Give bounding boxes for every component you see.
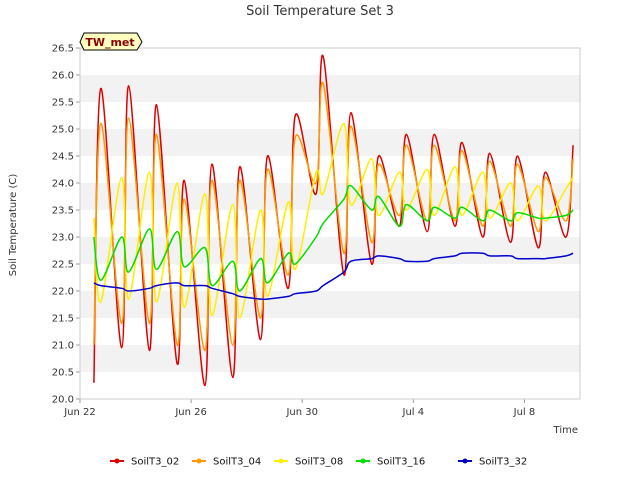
plot-band xyxy=(80,291,580,318)
legend-label: SoilT3_16 xyxy=(377,457,425,468)
x-tick-label: Jul 4 xyxy=(402,407,425,418)
plot-band xyxy=(80,48,580,75)
plot-band xyxy=(80,183,580,210)
station-badge: TW_met xyxy=(79,32,143,51)
chart-title: Soil Temperature Set 3 xyxy=(246,4,394,19)
plot-band xyxy=(80,318,580,345)
y-tick-label: 24.5 xyxy=(52,152,74,163)
badge-shape xyxy=(79,32,143,51)
legend-label: SoilT3_02 xyxy=(131,457,179,468)
y-tick-label: 26.0 xyxy=(52,71,74,82)
y-axis-ticks: 20.0 20.5 21.0 21.5 22.0 22.5 23.0 23.5 24.0 24.5… xyxy=(52,44,80,406)
badge-label: TW_met xyxy=(85,36,134,49)
legend: SoilT3_02 SoilT3_04 SoilT3_08 SoilT3_16 Soil… xyxy=(110,457,527,468)
legend-marker xyxy=(360,458,366,464)
plot-band xyxy=(80,345,580,372)
legend-label: SoilT3_32 xyxy=(479,457,527,468)
y-tick-label: 24.0 xyxy=(52,179,74,190)
legend-marker xyxy=(196,458,202,464)
x-tick-label: Jun 30 xyxy=(285,407,318,418)
legend-label: SoilT3_04 xyxy=(213,457,261,468)
series-line-soilt3_04 xyxy=(93,81,574,352)
plot-band xyxy=(80,237,580,264)
series-line-soilt3_32 xyxy=(93,252,574,301)
y-tick-label: 25.0 xyxy=(52,125,74,136)
legend-marker xyxy=(462,458,468,464)
y-tick-label: 23.5 xyxy=(52,206,74,217)
legend-marker xyxy=(114,458,120,464)
y-tick-label: 20.5 xyxy=(52,368,74,379)
series-line-soilt3_16 xyxy=(93,184,574,292)
y-tick-label: 21.0 xyxy=(52,341,74,352)
plot-band xyxy=(80,75,580,102)
y-axis-title: Soil Temperature (C) xyxy=(8,174,19,277)
y-tick-label: 26.5 xyxy=(52,44,74,55)
x-tick-label: Jun 22 xyxy=(63,407,96,418)
y-tick-label: 22.0 xyxy=(52,287,74,298)
x-axis-ticks: Jun 22 Jun 26 Jun 30 Jul 4 Jul 8 xyxy=(63,399,535,418)
x-axis-title: Time xyxy=(553,425,578,436)
legend-label: SoilT3_08 xyxy=(295,457,343,468)
series-lines xyxy=(93,54,574,387)
plot-frame xyxy=(79,47,581,400)
y-tick-label: 20.0 xyxy=(52,395,74,406)
series-line-soilt3_08 xyxy=(93,122,574,319)
x-tick-label: Jun 26 xyxy=(174,407,207,418)
x-tick-label: Jul 8 xyxy=(513,407,536,418)
plot-band xyxy=(80,372,580,399)
y-tick-label: 21.5 xyxy=(52,314,74,325)
y-tick-label: 23.0 xyxy=(52,233,74,244)
legend-marker xyxy=(278,458,284,464)
y-tick-label: 25.5 xyxy=(52,98,74,109)
y-tick-label: 22.5 xyxy=(52,260,74,271)
